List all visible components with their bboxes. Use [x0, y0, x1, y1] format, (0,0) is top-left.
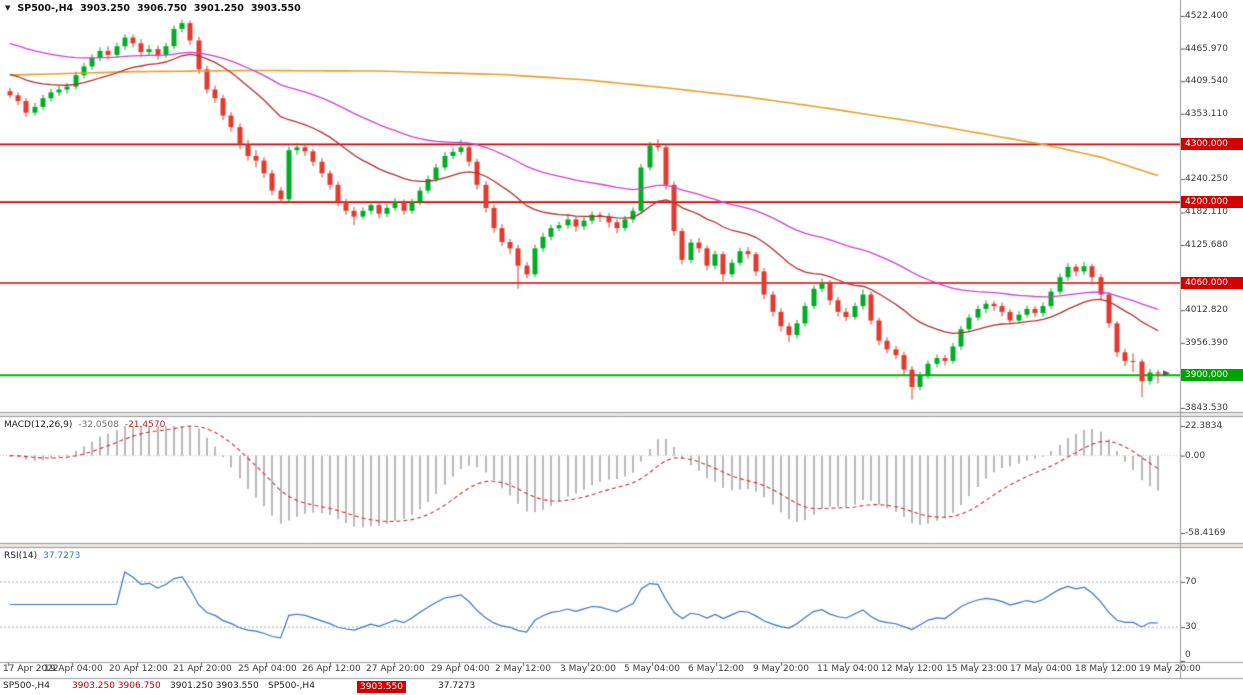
macd-axis-label: 0.00 — [1185, 450, 1206, 461]
price-level-label: 3900.000 — [1181, 369, 1243, 382]
open-value: 3903.250 — [80, 2, 131, 14]
price-axis-label: 3843.530 — [1185, 402, 1228, 413]
low-value: 3901.250 — [193, 2, 244, 14]
time-axis-label: 5 May 04:00 — [624, 664, 680, 674]
rsi-title: RSI(14) — [4, 551, 38, 561]
time-axis-label: 21 Apr 20:00 — [173, 664, 232, 674]
macd-indicator-label: MACD(12,26,9) -32.0508 -21.4570 — [4, 420, 165, 430]
bottom-strip-text: 3903.250 3906.750 — [72, 681, 161, 691]
time-axis-label: 9 May 20:00 — [753, 664, 809, 674]
price-axis-label: 4012.820 — [1185, 305, 1228, 316]
price-axis-label: 4353.110 — [1185, 108, 1228, 119]
time-axis-label: 12 May 12:00 — [881, 664, 943, 674]
time-axis-label: 20 Apr 12:00 — [109, 664, 168, 674]
symbol-timeframe-label: SP500-,H4 — [17, 2, 74, 14]
bottom-strip-text: SP500-,H4 — [268, 681, 315, 691]
price-axis-label: 4409.540 — [1185, 76, 1228, 87]
bottom-strip-text: 37.7273 — [438, 681, 476, 691]
rsi-axis-label: 0 — [1185, 650, 1191, 660]
price-axis[interactable]: 4522.400 4465.970 4409.540 4353.110 4240.250… — [1181, 0, 1243, 662]
time-axis-label: 6 May 12:00 — [688, 664, 744, 674]
rsi-axis[interactable]: 70 30 0 — [1181, 0, 1243, 662]
time-axis-label: 17 Apr 2022 — [3, 664, 59, 674]
time-axis-label: 25 Apr 04:00 — [238, 664, 297, 674]
bottom-window-strip[interactable]: SP500-,H4 3903.250 3906.750 3901.250 3903.… — [0, 680, 1243, 695]
high-value: 3906.750 — [137, 2, 187, 14]
rsi-axis-label: 30 — [1185, 622, 1197, 633]
price-axis-label: 4465.970 — [1185, 43, 1228, 54]
price-level-label: 4060.000 — [1181, 276, 1243, 289]
rsi-value: 37.7273 — [43, 551, 81, 561]
time-axis-label: 19 May 20:00 — [1139, 664, 1201, 674]
price-axis-label: 4182.110 — [1185, 207, 1228, 218]
price-axis-label: 3956.390 — [1185, 337, 1228, 348]
macd-title: MACD(12,26,9) — [4, 420, 73, 430]
close-value: 3903.550 — [250, 2, 301, 14]
time-axis-label: 2 May 12:00 — [495, 664, 551, 674]
time-axis-label: 17 May 04:00 — [1010, 664, 1072, 674]
bottom-strip-text: 3903.550 — [357, 681, 406, 693]
macd-axis-label: -58.4169 — [1185, 527, 1226, 538]
time-axis-label: 11 May 04:00 — [817, 664, 879, 674]
macd-main-value: -32.0508 — [78, 420, 119, 430]
chart-header: ▼ SP500-,H4 3903.250 3906.750 3901.250 3… — [5, 2, 301, 14]
time-axis-label: 15 May 23:00 — [946, 664, 1008, 674]
macd-signal-value: -21.4570 — [124, 420, 166, 430]
price-axis-label: 4522.400 — [1185, 10, 1228, 21]
symbol-dropdown-icon[interactable]: ▼ — [5, 4, 11, 12]
time-axis-label: 3 May 20:00 — [560, 664, 616, 674]
time-axis[interactable]: 17 Apr 2022 19 Apr 04:00 20 Apr 12:00 21 Ap… — [0, 663, 1243, 678]
time-axis-label: 27 Apr 20:00 — [366, 664, 425, 674]
price-level-label: 4200.000 — [1181, 196, 1243, 209]
price-axis-label: 4240.250 — [1185, 173, 1228, 184]
bottom-strip-text: 3901.250 3903.550 — [170, 681, 259, 691]
rsi-axis-label: 70 — [1185, 576, 1197, 587]
time-axis-label: 29 Apr 04:00 — [431, 664, 490, 674]
time-axis-label: 18 May 12:00 — [1075, 664, 1137, 674]
time-axis-label: 19 Apr 04:00 — [44, 664, 103, 674]
time-axis-label: 26 Apr 12:00 — [302, 664, 361, 674]
bottom-strip-text: SP500-,H4 — [3, 681, 50, 691]
price-level-label: 4300.000 — [1181, 138, 1243, 151]
macd-axis[interactable]: 22.3834 0.00 -58.4169 — [1181, 0, 1243, 662]
rsi-indicator-label: RSI(14) 37.7273 — [4, 551, 80, 561]
macd-axis-label: 22.3834 — [1185, 421, 1223, 431]
price-axis-label: 4125.680 — [1185, 240, 1228, 251]
